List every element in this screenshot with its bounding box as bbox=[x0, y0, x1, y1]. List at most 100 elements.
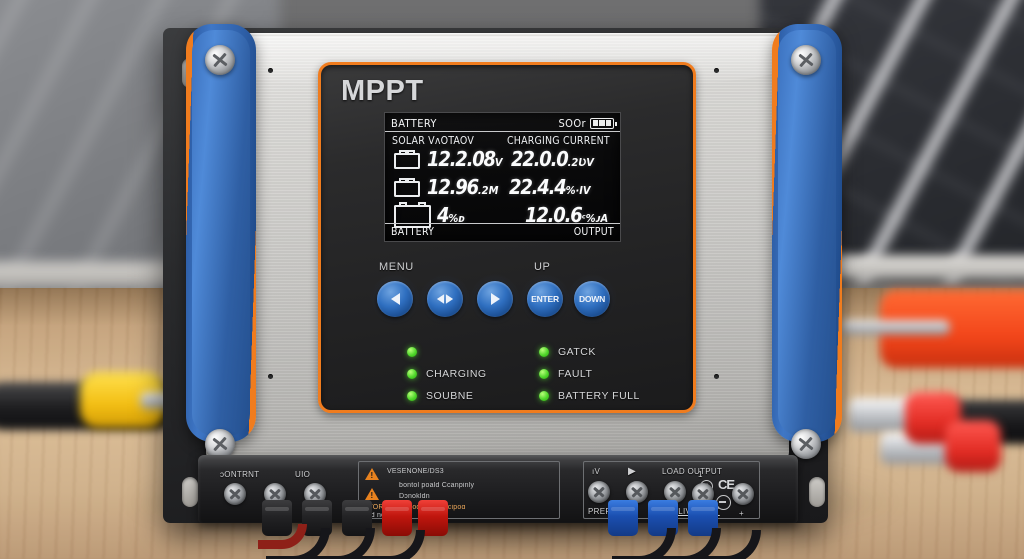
led-icon bbox=[407, 346, 417, 357]
lcd-value-text: 12.96 bbox=[427, 175, 479, 199]
lcd-value-text: 22.4.4 bbox=[509, 175, 567, 199]
led-indicator-row: CHARGING bbox=[407, 367, 487, 380]
screw-icon bbox=[791, 429, 821, 459]
panel-dot bbox=[714, 374, 719, 379]
warning-triangle-icon: ! bbox=[365, 488, 379, 500]
cable-red bbox=[258, 524, 307, 549]
arrow-right-icon bbox=[490, 293, 500, 305]
lcd-value-right-1: 22.0.0.2ƲV bbox=[511, 147, 594, 171]
play-arrow-icon: ▶ bbox=[628, 466, 636, 477]
terminal-screw-icon[interactable] bbox=[588, 481, 610, 503]
battery-icon bbox=[394, 178, 420, 197]
control-faceplate: MPPT BATTERY SOOr SOLAR VʌOTAOV CHARGING… bbox=[318, 62, 696, 413]
led-label: SOUBNE bbox=[426, 389, 474, 402]
bracket-hole bbox=[182, 477, 198, 507]
alligator-clip-boot-b bbox=[945, 420, 1001, 472]
arrow-left-icon bbox=[436, 294, 445, 304]
right-arrow-button[interactable] bbox=[477, 281, 513, 317]
panel-dot bbox=[268, 374, 273, 379]
battery-icon bbox=[394, 150, 420, 169]
led-indicator-row: SOUBNE bbox=[407, 389, 487, 402]
load-output-label: LOAD OUTPUT bbox=[662, 467, 723, 476]
lcd-footer: BATTERY OUTPUT bbox=[385, 223, 620, 239]
orange-tool-shaft bbox=[840, 320, 950, 335]
led-label: BATTERY FULL bbox=[558, 389, 640, 402]
brand-label: MPPT bbox=[341, 75, 424, 107]
lcd-value-left-1: 12.2.08V bbox=[427, 147, 503, 171]
lcd-display[interactable]: BATTERY SOOr SOLAR VʌOTAOV CHARGING CURR… bbox=[384, 112, 621, 242]
arrow-right-icon bbox=[445, 294, 454, 304]
led-label: GATCK bbox=[558, 345, 596, 358]
warning-line-3: Dɔnokldn bbox=[399, 493, 430, 500]
panel-dot bbox=[268, 68, 273, 73]
cable bbox=[692, 530, 761, 559]
load-output-box: ıV ▶ LOAD OUTPUT R CE PREFTTION Dɑz IDLI… bbox=[583, 461, 760, 519]
terminal-screw-icon[interactable] bbox=[692, 483, 714, 505]
lcd-value-unit: .2ƲV bbox=[567, 156, 594, 169]
lcd-col-left-title: SOLAR VʌOTAOV bbox=[392, 135, 474, 147]
led-icon bbox=[539, 346, 549, 357]
warning-line-4: VVORWBѕ liceod borncorcipoɑ bbox=[363, 504, 466, 511]
arrow-left-icon bbox=[390, 293, 400, 305]
terminal-screw-icon[interactable] bbox=[264, 483, 286, 505]
lcd-footer-left: BATTERY bbox=[391, 225, 435, 238]
terminal-label-1: 1 bbox=[698, 470, 703, 479]
heatsink-rail-right bbox=[772, 24, 842, 442]
led-indicator-row: GATCK bbox=[539, 345, 640, 358]
terminal-plus-label: + bbox=[739, 509, 744, 518]
lcd-header-left: BATTERY bbox=[391, 116, 437, 130]
led-column-right: GATCK FAULT BATTERY FULL bbox=[539, 345, 640, 402]
lcd-footer-right: OUTPUT bbox=[573, 225, 614, 238]
lcd-value-unit: V bbox=[494, 156, 503, 169]
lcd-value-text: 4 bbox=[437, 203, 450, 227]
lcd-soc-group: SOOr bbox=[558, 116, 617, 130]
lcd-header-right: SOOr bbox=[558, 116, 586, 130]
heatsink-rail-left bbox=[186, 24, 256, 442]
terminal-screw-icon[interactable] bbox=[224, 483, 246, 505]
terminal-screw-icon[interactable] bbox=[304, 483, 326, 505]
led-indicator-row bbox=[407, 345, 487, 358]
left-arrow-button[interactable] bbox=[377, 281, 413, 317]
warning-line-2: ɓontol poald Ccanpinly bbox=[399, 482, 475, 489]
led-label: FAULT bbox=[558, 367, 593, 380]
warning-triangle-icon: ! bbox=[365, 468, 379, 480]
lcd-value-unit: ᶜ%ᴊA bbox=[581, 212, 609, 225]
rail-inner-right bbox=[778, 30, 836, 436]
lcd-value-unit: %ᴅ bbox=[448, 212, 465, 225]
lcd-value-unit: %·IV bbox=[565, 184, 591, 197]
panel-dot bbox=[714, 68, 719, 73]
led-icon bbox=[407, 368, 417, 379]
led-indicator-row: FAULT bbox=[539, 367, 640, 380]
led-column-left: CHARGING SOUBNE bbox=[407, 345, 487, 402]
terminal-screw-icon[interactable] bbox=[732, 483, 754, 505]
lcd-value-left-2: 12.96.2M bbox=[427, 175, 498, 199]
lcd-header: BATTERY SOOr bbox=[385, 115, 620, 132]
terminal-label-idlivedent: Dɑz IDLIVEDENT bbox=[652, 507, 720, 516]
terminal-label-uio: UIO bbox=[295, 470, 311, 479]
lcd-col-right-title: CHARGING CURRENT bbox=[507, 135, 610, 147]
screw-icon bbox=[205, 429, 235, 459]
down-button[interactable]: DOWN bbox=[574, 281, 610, 317]
lcd-value-text: 22.0.0 bbox=[511, 147, 569, 171]
enter-button[interactable]: ENTER bbox=[527, 281, 563, 317]
led-icon bbox=[407, 390, 417, 401]
lcd-value-right-2: 22.4.4%·IV bbox=[509, 175, 591, 199]
battery-icon-large bbox=[394, 202, 431, 228]
cable bbox=[346, 530, 425, 559]
left-right-arrow-button[interactable] bbox=[427, 281, 463, 317]
menu-label: MENU bbox=[379, 261, 414, 273]
bracket-hole bbox=[809, 477, 825, 507]
led-label: CHARGING bbox=[426, 367, 487, 380]
terminal-screw-icon[interactable] bbox=[626, 481, 648, 503]
lcd-value-unit: .2M bbox=[477, 184, 499, 197]
rail-inner-left bbox=[192, 30, 250, 436]
ce-mark-icon: CE bbox=[718, 477, 735, 492]
up-label: UP bbox=[534, 261, 551, 273]
terminal-screw-icon[interactable] bbox=[664, 481, 686, 503]
led-icon bbox=[539, 390, 549, 401]
led-icon bbox=[539, 368, 549, 379]
warning-line-1: VESENONE/DS3 bbox=[387, 468, 444, 475]
battery-level-icon bbox=[590, 117, 617, 129]
lcd-value-text: 12.2.08 bbox=[427, 147, 496, 171]
